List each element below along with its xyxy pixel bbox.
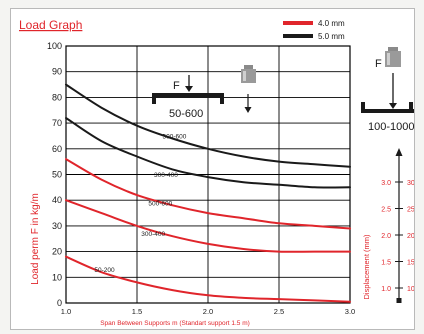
displacement-axis-arrow xyxy=(395,148,403,156)
y-tick-label: 100 xyxy=(47,41,62,51)
y-tick-label: 90 xyxy=(52,67,62,77)
load-graph-chart: Load Graph 4.0 mm 5.0 mm 500-600300-4005… xyxy=(19,18,414,327)
x-tick-label: 1.5 xyxy=(132,307,142,316)
y-tick-label: 0 xyxy=(57,298,62,308)
left-load-icon: F 50-600 xyxy=(152,65,256,120)
legend-label-red: 4.0 mm xyxy=(318,19,345,28)
y-tick-label: 80 xyxy=(52,92,62,102)
left-weight-icon xyxy=(241,65,256,83)
x-tick-label: 2.5 xyxy=(274,307,284,316)
x-tick-label: 2.0 xyxy=(203,307,213,316)
series-layer xyxy=(65,83,351,303)
displacement-tick-label-right: 15 xyxy=(407,260,414,267)
left-load-label: F xyxy=(173,80,180,92)
series-line-4 xyxy=(65,199,351,253)
y-axis-title: Load perm F in kg/m xyxy=(30,193,41,285)
series-line-1 xyxy=(65,83,351,168)
x-tick-label: 1.0 xyxy=(61,307,71,316)
y-tick-label: 10 xyxy=(52,272,62,282)
right-range-label: 100-1000 xyxy=(368,121,414,133)
series-line-3 xyxy=(65,158,351,230)
curve-label: 50-200 xyxy=(94,267,115,274)
y-tick-label: 40 xyxy=(52,195,62,205)
legend: 4.0 mm 5.0 mm xyxy=(283,19,345,41)
left-beam-top xyxy=(152,93,224,98)
right-load-label: F xyxy=(375,58,382,70)
y-tick-label: 50 xyxy=(52,170,62,180)
y-tick-label: 30 xyxy=(52,221,62,231)
displacement-axis: Displacement (mm) 3.0 30 2.5 25 2.0 20 1.5 15 1.… xyxy=(362,148,414,303)
displacement-tick-label-left: 3.0 xyxy=(381,180,391,187)
legend-swatch-black xyxy=(283,34,313,38)
annotation-layer: 500-600 300-400 500-600 300-400 50-200 xyxy=(94,134,186,275)
displacement-tick-label-right: 20 xyxy=(407,233,414,240)
curve-label: 500-600 xyxy=(163,134,187,141)
legend-swatch-red xyxy=(283,21,313,25)
displacement-tick-label-left: 2.5 xyxy=(381,207,391,214)
right-load-icon: F 100-1000 xyxy=(361,47,414,133)
right-beam-leg-left xyxy=(361,102,365,113)
displacement-tick-label-left: 1.0 xyxy=(381,286,391,293)
right-weight-icon xyxy=(385,47,401,67)
displacement-tick-label-right: 25 xyxy=(407,207,414,214)
curve-label: 300-400 xyxy=(141,231,165,238)
plot-grid xyxy=(65,45,351,304)
displacement-axis-origin xyxy=(396,298,402,303)
left-beam-leg-left xyxy=(152,93,156,104)
series-line-2 xyxy=(65,117,351,189)
y-tick-label: 20 xyxy=(52,247,62,257)
right-beam-leg-right xyxy=(409,102,413,113)
curve-label: 300-400 xyxy=(154,172,178,179)
displacement-tick-label-right: 10 xyxy=(407,286,414,293)
x-tick-label: 3.0 xyxy=(345,307,355,316)
left-range-label: 50-600 xyxy=(169,108,203,120)
y-tick-label: 70 xyxy=(52,118,62,128)
legend-label-black: 5.0 mm xyxy=(318,32,345,41)
right-beam-top xyxy=(361,109,414,113)
left-weight-arrow-head xyxy=(244,107,252,113)
tick-labels: 0 10 20 30 40 50 60 70 80 90 100 1.0 1.5 2.0 2.5 3.0 xyxy=(47,41,355,316)
displacement-axis-title: Displacement (mm) xyxy=(362,234,371,300)
left-beam-leg-right xyxy=(220,93,224,104)
chart-title: Load Graph xyxy=(19,18,82,32)
curve-label: 500-600 xyxy=(148,200,172,207)
left-load-arrow-head xyxy=(185,86,193,92)
chart-card: Load Graph 4.0 mm 5.0 mm 500-600 300-400 5… xyxy=(10,8,415,330)
displacement-tick-label-left: 1.5 xyxy=(381,260,391,267)
displacement-tick-label-right: 30 xyxy=(407,180,414,187)
x-axis-title: Span Between Supports m (Standart suppor… xyxy=(100,320,250,327)
y-tick-label: 60 xyxy=(52,144,62,154)
series-line-5 xyxy=(65,255,351,303)
right-load-arrow-head xyxy=(389,103,397,109)
displacement-tick-label-left: 2.0 xyxy=(381,233,391,240)
